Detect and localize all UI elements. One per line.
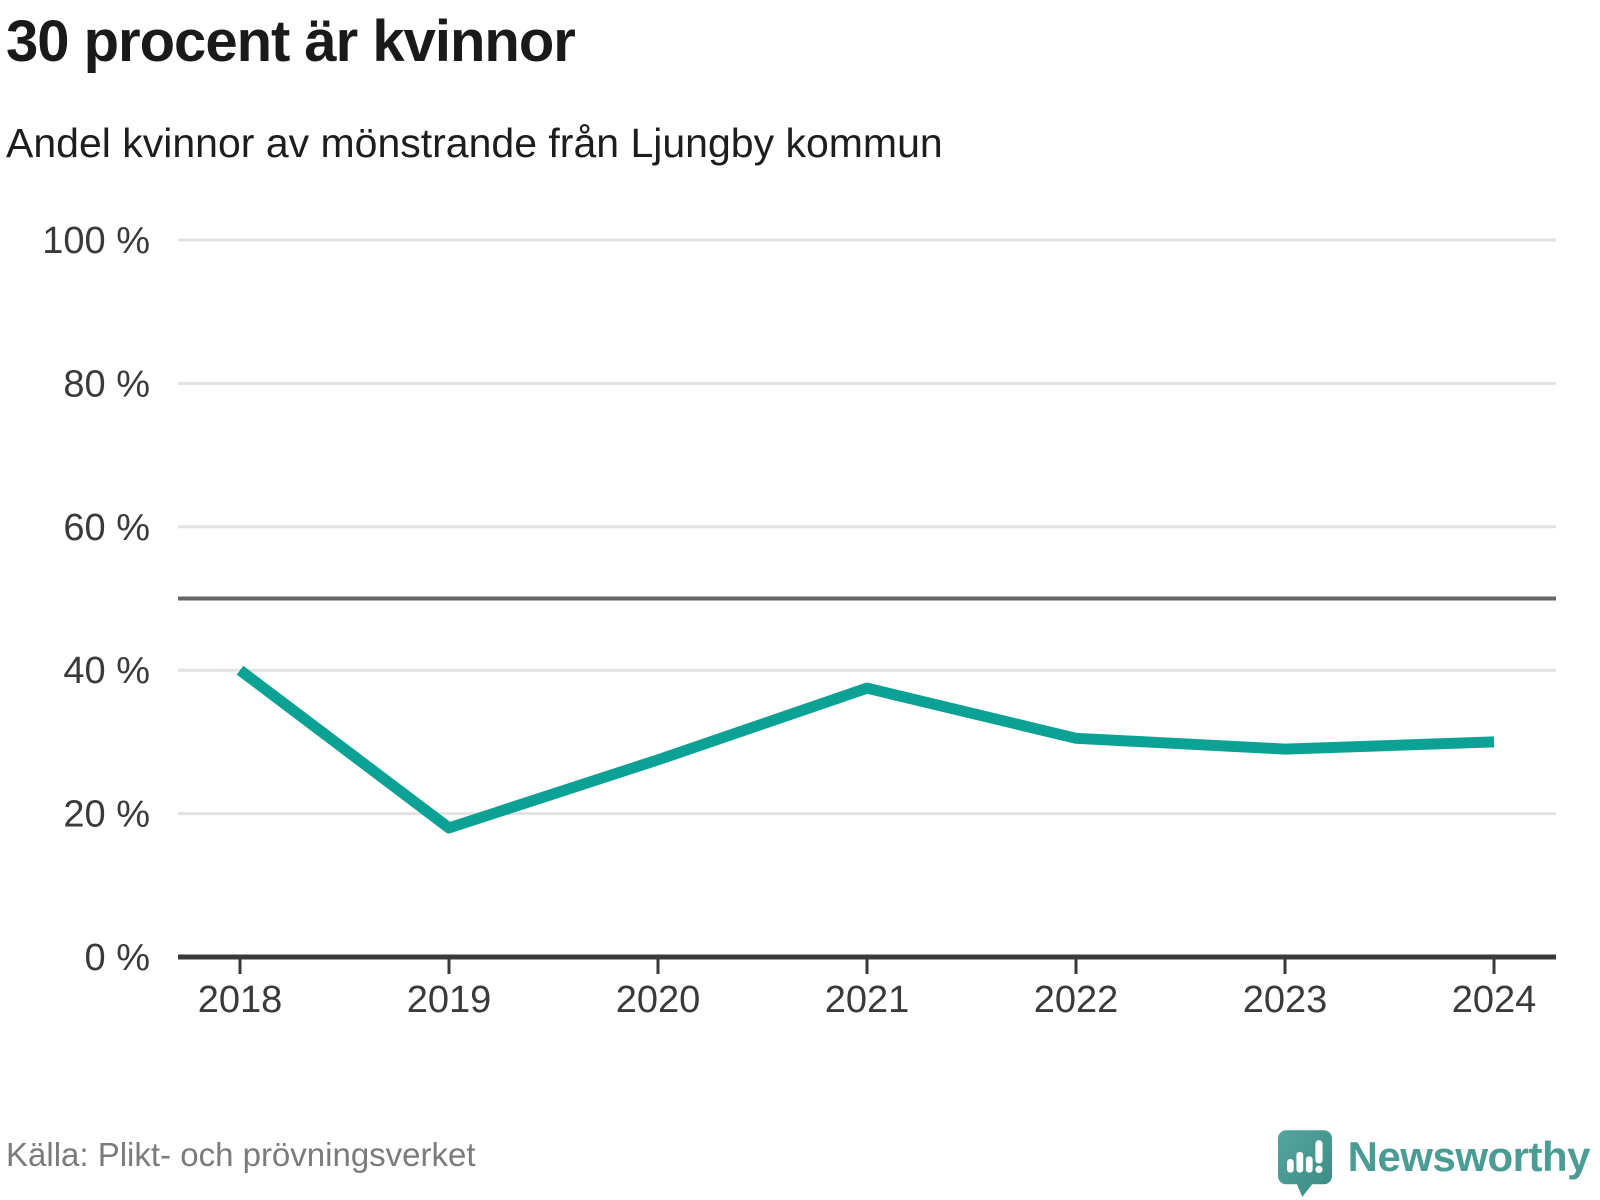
newsworthy-brand: Newsworthy <box>1277 1130 1591 1198</box>
x-tick-label: 2024 <box>1452 979 1537 1021</box>
series-line <box>236 665 1495 834</box>
y-tick-label: 100 % <box>42 220 150 262</box>
x-tick-label: 2019 <box>407 979 492 1021</box>
newsworthy-logo-icon <box>1277 1130 1332 1197</box>
x-tick-label: 2023 <box>1243 979 1328 1021</box>
chart-title: 30 procent är kvinnor <box>6 9 576 74</box>
x-tick-label: 2018 <box>198 979 283 1021</box>
source-note: Källa: Plikt- och prövningsverket <box>6 1136 476 1173</box>
x-tick-label: 2020 <box>616 979 701 1021</box>
y-tick-label: 40 % <box>63 650 150 692</box>
newsworthy-wordmark: Newsworthy <box>1347 1133 1591 1180</box>
x-tick-label: 2022 <box>1034 979 1119 1021</box>
y-tick-label: 80 % <box>63 363 150 405</box>
x-tick-label: 2021 <box>825 979 910 1021</box>
chart-subtitle: Andel kvinnor av mönstrande från Ljungby… <box>6 120 943 166</box>
y-tick-label: 60 % <box>63 507 150 549</box>
y-tick-label: 0 % <box>85 937 150 979</box>
y-tick-label: 20 % <box>63 794 150 836</box>
